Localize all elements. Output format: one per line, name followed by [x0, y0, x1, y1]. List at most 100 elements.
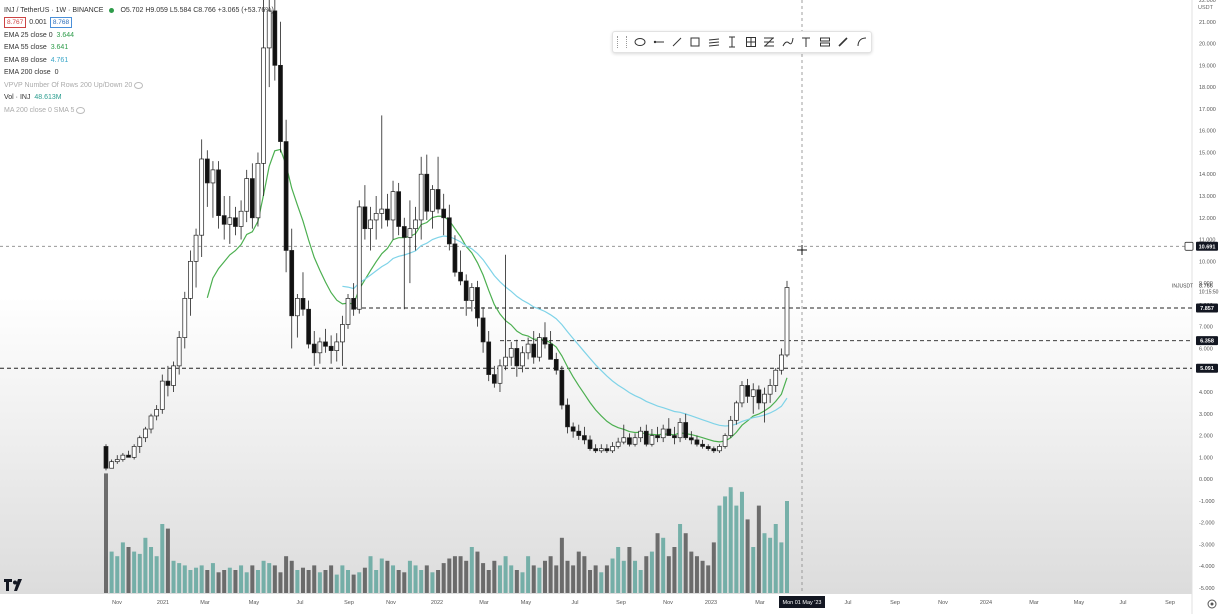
time-tick-label: 2021	[157, 600, 169, 606]
candle-body	[452, 243, 458, 273]
indicator-ma200[interactable]: MA 200 close 0 SMA 5	[4, 104, 274, 117]
ema-green-line	[206, 148, 788, 443]
candle-body	[126, 454, 131, 458]
curve-tool-icon[interactable]	[853, 32, 871, 52]
indicator-ema89[interactable]: EMA 89 close 4.761	[4, 54, 274, 67]
candle-body	[103, 446, 109, 469]
volume-bar	[312, 565, 317, 593]
time-tick-label: 2022	[431, 600, 443, 606]
chart-settings-gear-icon[interactable]	[1207, 599, 1217, 609]
ask-pill[interactable]: 8.768	[49, 17, 73, 29]
volume-bar	[717, 505, 722, 593]
ema-blue-line	[342, 235, 788, 427]
indicator-ema55[interactable]: EMA 55 close 3.641	[4, 42, 274, 55]
volume-bar	[306, 570, 311, 593]
candle-body	[345, 298, 351, 325]
price-tick-label: -3.000	[1199, 542, 1215, 548]
candle-body	[238, 210, 244, 227]
visibility-eye-icon[interactable]	[76, 106, 86, 114]
candle-body	[762, 393, 767, 404]
time-tick-label: Jul	[844, 600, 851, 606]
rectangle-tool-icon[interactable]	[686, 32, 704, 52]
volume-bar	[407, 560, 412, 593]
candle-body	[604, 448, 610, 452]
volume-bar	[194, 567, 199, 593]
indicator-volume[interactable]: Vol · INJ 48.613M	[4, 92, 274, 105]
volume-bar	[171, 560, 176, 593]
candle-body	[531, 343, 537, 358]
volume-bar	[255, 570, 260, 593]
price-tick-label: 13.000	[1199, 194, 1216, 200]
candle-body	[627, 437, 632, 445]
fib-tool-icon[interactable]	[760, 32, 778, 52]
trend-line-tool-icon[interactable]	[668, 32, 686, 52]
candle-body	[300, 298, 306, 310]
candle-body	[188, 260, 193, 299]
horizontal-line-tool-icon[interactable]	[649, 32, 667, 52]
candle-body	[323, 341, 328, 347]
candle-body	[221, 215, 227, 225]
volume-bar	[537, 567, 542, 593]
volume-bar	[756, 505, 761, 593]
brush-tool-icon[interactable]	[779, 32, 797, 52]
indicator-ema25[interactable]: EMA 25 close 0 3.644	[4, 29, 274, 42]
volume-bar	[565, 560, 570, 593]
volume-bar	[458, 556, 463, 593]
toolbar-drag-handle[interactable]	[617, 36, 627, 48]
price-tick-label: 10.000	[1199, 259, 1216, 265]
candle-body	[131, 446, 137, 458]
volume-bar	[486, 570, 491, 593]
price-tick-label: 2.000	[1199, 434, 1213, 440]
volume-bar	[492, 560, 497, 593]
time-tick-label: 2023	[705, 600, 717, 606]
candle-body	[385, 208, 390, 221]
time-tick-label: May	[249, 600, 260, 606]
time-tick-label: Sep	[890, 600, 900, 606]
volume-bar	[143, 537, 148, 593]
drawing-toolbar	[612, 31, 872, 53]
candle-body	[216, 169, 221, 216]
candle-body	[688, 437, 694, 441]
indicator-vpvp[interactable]: VPVP Number Of Rows 200 Up/Down 20	[4, 79, 274, 92]
candle-body	[486, 341, 492, 375]
candle-body	[413, 219, 418, 230]
volume-bar	[300, 567, 305, 593]
pen-tool-icon[interactable]	[834, 32, 852, 52]
volume-bar	[464, 560, 469, 593]
volume-bar	[711, 542, 716, 593]
volume-bar	[526, 556, 531, 593]
price-axis-currency: USDT	[1198, 5, 1214, 11]
tradingview-logo-icon[interactable]	[4, 578, 24, 596]
volume-bar	[182, 565, 187, 593]
parallel-channel-tool-icon[interactable]	[705, 32, 723, 52]
volume-bar	[149, 547, 154, 593]
candle-body	[261, 47, 266, 164]
bid-pill[interactable]: 8.767	[4, 17, 27, 29]
candle-body	[514, 348, 520, 367]
text-tool-icon[interactable]	[797, 32, 815, 52]
candle-body	[621, 437, 627, 443]
candle-body	[334, 341, 340, 351]
volume-bar	[244, 572, 249, 593]
candle-body	[143, 428, 148, 439]
visibility-eye-icon[interactable]	[134, 81, 144, 89]
indicator-label: EMA 200 close	[4, 69, 51, 77]
volume-bar	[779, 542, 784, 593]
candle-body	[171, 365, 176, 386]
time-tick-label: 2024	[980, 600, 992, 606]
ellipse-tool-icon[interactable]	[631, 32, 649, 52]
candle-body	[491, 374, 497, 384]
crosshair-grid-tool-icon[interactable]	[742, 32, 760, 52]
price-tick-label: 4.000	[1199, 390, 1213, 396]
text-cursor-tool-icon[interactable]	[723, 32, 741, 52]
indicator-ema200[interactable]: EMA 200 close 0	[4, 67, 274, 80]
measure-tool-icon[interactable]	[816, 32, 834, 52]
time-tick-label: Sep	[344, 600, 354, 606]
candle-body	[373, 213, 379, 221]
symbol-title[interactable]: INJ / TetherUS · 1W · BINANCE	[4, 6, 104, 14]
candle-body	[446, 217, 452, 245]
candle-body	[120, 454, 126, 460]
candle-body	[407, 228, 413, 238]
candle-body	[311, 343, 317, 354]
